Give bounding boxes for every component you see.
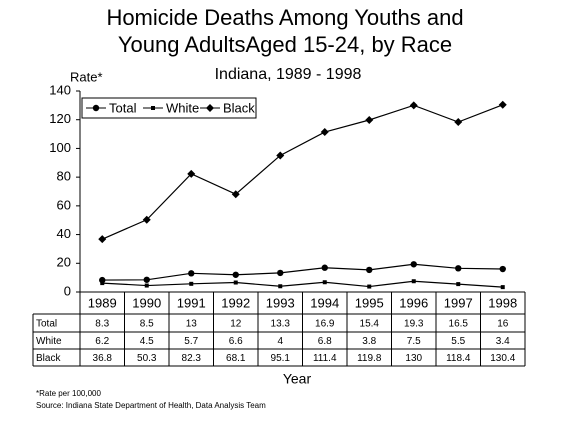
legend-label: White	[166, 100, 199, 115]
table-cell: 82.3	[182, 353, 202, 364]
data-point	[456, 282, 461, 287]
table-cell: 119.8	[357, 353, 382, 364]
table-cell: 6.2	[95, 336, 109, 347]
data-point	[143, 276, 150, 283]
table-cell: 6.6	[229, 336, 243, 347]
data-point	[278, 284, 283, 289]
table-row-header: White	[36, 336, 62, 347]
data-point	[322, 280, 327, 285]
data-point	[320, 128, 329, 137]
table-cell: 4.5	[140, 336, 154, 347]
x-tick-label: 1996	[399, 295, 428, 310]
legend-box	[81, 97, 257, 119]
legend-label: Black	[223, 100, 255, 115]
legend-marker	[92, 104, 100, 112]
table-cell: 13	[186, 319, 198, 330]
data-point	[100, 281, 105, 286]
table-cell: 3.8	[362, 336, 376, 347]
table-cell: 36.8	[93, 353, 113, 364]
table-cell: 8.5	[140, 319, 154, 330]
data-point	[231, 190, 240, 199]
data-point	[98, 235, 107, 244]
table-cell: 5.5	[451, 336, 465, 347]
data-point	[232, 271, 239, 278]
y-tick-label: 0	[64, 283, 71, 298]
legend-marker	[206, 104, 214, 112]
x-tick-label: 1993	[266, 295, 295, 310]
data-point	[500, 285, 505, 290]
x-tick-label: 1992	[221, 295, 250, 310]
table-cell: 8.3	[95, 319, 109, 330]
data-point	[366, 266, 373, 274]
table-cell: 15.4	[360, 319, 380, 330]
table-cell: 13.3	[271, 319, 291, 330]
data-point	[367, 284, 372, 289]
data-point	[455, 265, 462, 272]
data-point	[498, 100, 507, 109]
table-cell: 5.7	[184, 336, 198, 347]
table-cell: 130.4	[490, 353, 515, 364]
x-tick-label: 1994	[310, 295, 339, 310]
table-cell: 12	[230, 319, 242, 330]
table-cell: 68.1	[226, 353, 246, 364]
data-point	[188, 270, 195, 277]
y-axis-label: Rate*	[70, 69, 103, 84]
x-tick-label: 1990	[132, 295, 161, 310]
chart-title: Homicide Deaths Among Youths and	[106, 5, 463, 30]
x-tick-label: 1995	[355, 295, 384, 310]
series-line	[102, 280, 503, 288]
x-tick-label: 1998	[488, 295, 517, 310]
chart-subtitle: Indiana, 1989 - 1998	[215, 66, 362, 83]
table-cell: 3.4	[496, 336, 510, 347]
table-cell: 16.9	[315, 319, 335, 330]
data-point	[409, 101, 418, 110]
data-point	[144, 283, 149, 288]
y-tick-label: 80	[57, 169, 71, 184]
data-point	[454, 118, 463, 127]
y-tick-label: 40	[57, 226, 71, 241]
data-point	[499, 265, 506, 273]
series-line	[102, 104, 503, 240]
table-cell: 19.3	[404, 319, 424, 330]
table-cell: 16	[497, 319, 509, 330]
y-tick-label: 60	[57, 197, 71, 212]
table-cell: 4	[277, 336, 283, 347]
y-tick-label: 20	[57, 255, 71, 270]
data-point	[276, 151, 285, 160]
x-tick-label: 1989	[88, 295, 117, 310]
data-point	[189, 281, 194, 286]
table-cell: 6.8	[318, 336, 332, 347]
data-point	[411, 279, 416, 284]
table-cell: 130	[405, 353, 422, 364]
table-cell: 118.4	[446, 353, 471, 364]
legend-label: Total	[109, 100, 137, 115]
table-row-header: Total	[36, 319, 57, 330]
table-cell: 111.4	[313, 353, 337, 364]
y-tick-label: 140	[49, 82, 71, 97]
table-cell: 95.1	[271, 353, 291, 364]
table-cell: 16.5	[449, 319, 469, 330]
data-point	[321, 264, 328, 271]
chart-title: Young AdultsAged 15-24, by Race	[118, 32, 452, 57]
data-point	[277, 269, 284, 277]
y-tick-label: 100	[49, 140, 71, 155]
data-point	[365, 116, 374, 125]
data-point	[142, 215, 151, 224]
x-axis-label: Year	[283, 371, 312, 387]
x-tick-label: 1991	[177, 295, 206, 310]
footnote: Source: Indiana State Department of Heal…	[36, 401, 266, 410]
series-line	[102, 263, 503, 281]
data-point	[233, 280, 238, 285]
x-tick-label: 1997	[444, 295, 473, 310]
y-tick-label: 120	[49, 111, 71, 126]
table-cell: 50.3	[137, 353, 157, 364]
table-cell: 7.5	[407, 336, 421, 347]
data-point	[187, 169, 196, 178]
table-row-header: Black	[36, 353, 61, 364]
data-point	[410, 261, 417, 268]
legend-marker	[151, 106, 155, 110]
footnote: *Rate per 100,000	[36, 389, 101, 398]
